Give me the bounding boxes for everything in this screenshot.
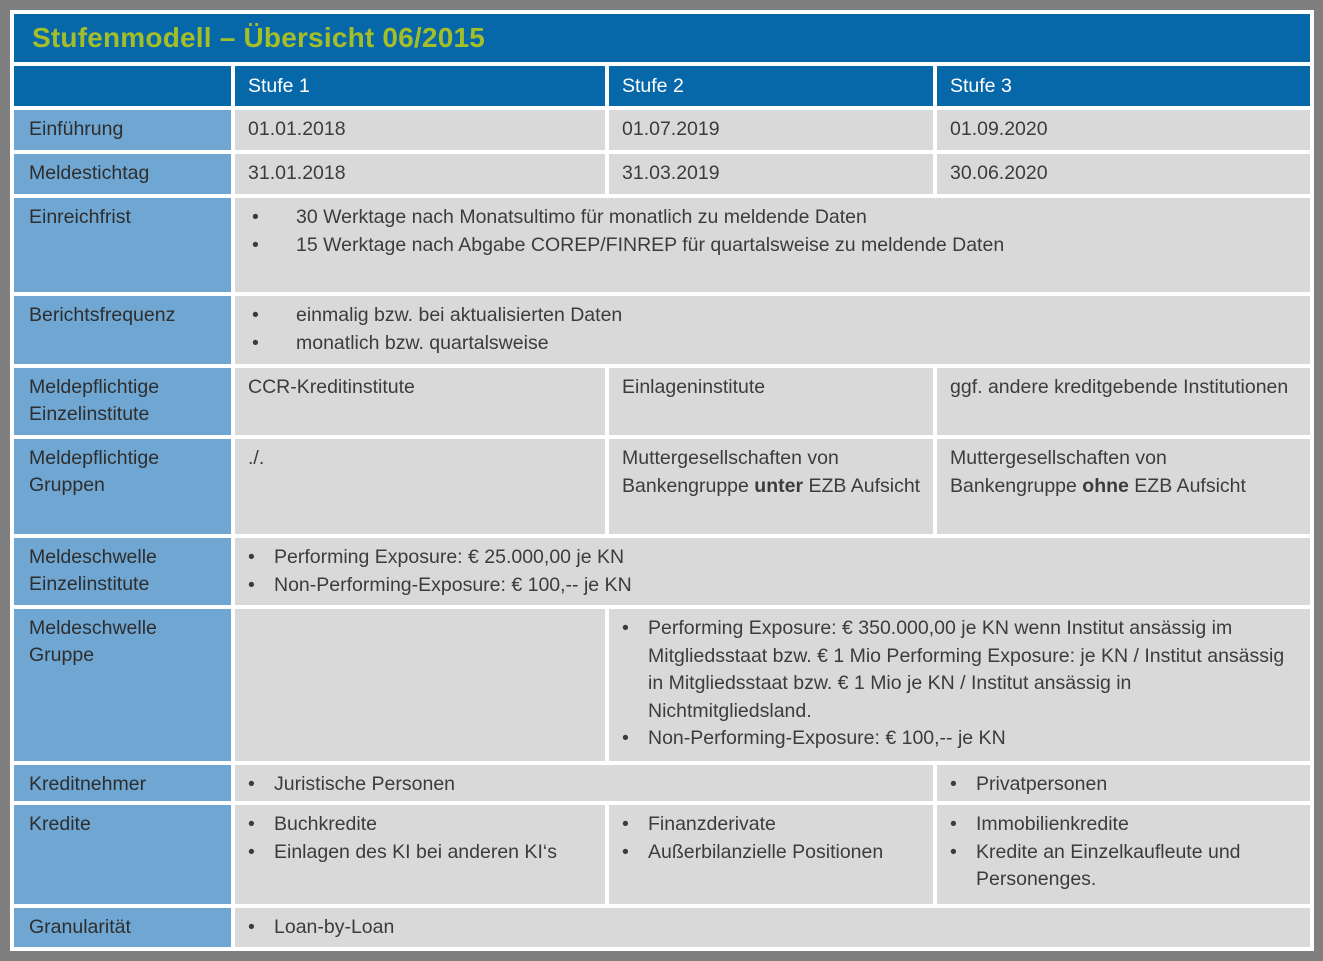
- list-item: • Juristische Personen: [248, 771, 921, 799]
- meldepflichtige-einzelinstitute-stufe1: CCR-Kreditinstitute: [235, 368, 605, 435]
- list-item-text: Privatpersonen: [976, 773, 1108, 795]
- list-item-text: Performing Exposure: € 350.000,00 je KN …: [648, 617, 1285, 722]
- row-label-einfuehrung: Einführung: [14, 110, 231, 150]
- list-item: • Immobilienkredite: [950, 811, 1298, 839]
- slide-title-bar: Stufenmodell – Übersicht 06/2015: [14, 14, 1310, 62]
- row-label-berichtsfrequenz: Berichtsfrequenz: [14, 296, 231, 364]
- list-item-text: Performing Exposure: € 25.000,00 je KN: [274, 546, 625, 568]
- stufenmodell-table: Stufe 1 Stufe 2 Stufe 3 Einführung 01.01…: [14, 66, 1310, 947]
- list-item-text: Buchkredite: [274, 813, 377, 835]
- list-item-text: Außerbilanzielle Positionen: [648, 840, 884, 863]
- list-item: • Performing Exposure: € 350.000,00 je K…: [622, 615, 1298, 725]
- kreditnehmer-stufe3-cell: • Privatpersonen: [937, 765, 1310, 801]
- row-label-meldeschwelle-gruppe: Meldeschwelle Gruppe: [14, 609, 231, 761]
- list-item-text: Juristische Personen: [274, 773, 456, 795]
- bullet-icon: •: [248, 573, 255, 596]
- bullet-icon: •: [252, 331, 259, 354]
- einfuehrung-stufe1: 01.01.2018: [235, 110, 605, 150]
- list-item: • Privatpersonen: [950, 771, 1298, 799]
- bullet-icon: •: [252, 206, 259, 228]
- cell-text: EZB Aufsicht: [803, 474, 921, 497]
- list-item: • Buchkredite: [248, 811, 593, 839]
- kredite-stufe1-cell: • Buchkredite • Einlagen des KI bei ande…: [235, 805, 605, 904]
- meldepflichtige-einzelinstitute-stufe3: ggf. andere kreditgebende Institutionen: [937, 368, 1310, 435]
- einreichfrist-cell: • 30 Werktage nach Monatsultimo für mona…: [235, 198, 1310, 292]
- list-item: • Loan-by-Loan: [248, 914, 1298, 942]
- bullet-icon: •: [252, 233, 259, 256]
- berichtsfrequenz-cell: • einmalig bzw. bei aktualisierten Daten…: [235, 296, 1310, 364]
- list-item-text: Finanzderivate: [648, 813, 776, 835]
- list-item: • Non-Performing-Exposure: € 100,-- je K…: [248, 572, 1298, 600]
- bullet-icon: •: [248, 773, 255, 795]
- bullet-icon: •: [950, 840, 957, 863]
- list-item-text: 30 Werktage nach Monatsultimo für monatl…: [296, 206, 867, 228]
- header-empty-cell: [14, 66, 231, 106]
- list-item-text: Non-Performing-Exposure: € 100,-- je KN: [648, 727, 1006, 749]
- page-title: Stufenmodell – Übersicht 06/2015: [32, 22, 486, 53]
- granularitaet-cell: • Loan-by-Loan: [235, 908, 1310, 947]
- list-item: • Non-Performing-Exposure: € 100,-- je K…: [622, 725, 1298, 753]
- cell-text: Muttergesellschaften von Bankengruppe: [622, 447, 839, 497]
- bullet-icon: •: [622, 727, 629, 749]
- row-label-kredite: Kredite: [14, 805, 231, 904]
- row-label-meldeschwelle-einzelinstitute: Meldeschwelle Einzelinstitute: [14, 538, 231, 605]
- list-item-text: Loan-by-Loan: [274, 916, 395, 938]
- meldeschwelle-einzelinstitute-cell: • Performing Exposure: € 25.000,00 je KN…: [235, 538, 1310, 605]
- list-item: • Einlagen des KI bei anderen KI‘s: [248, 839, 593, 867]
- list-item: • einmalig bzw. bei aktualisierten Daten: [248, 302, 1298, 330]
- cell-text-bold: unter: [754, 474, 804, 497]
- list-item: • Außerbilanzielle Positionen: [622, 839, 921, 867]
- list-item: • monatlich bzw. quartalsweise: [248, 330, 1298, 358]
- list-item: • 30 Werktage nach Monatsultimo für mona…: [248, 204, 1298, 232]
- list-item-text: monatlich bzw. quartalsweise: [296, 331, 549, 354]
- bullet-icon: •: [622, 840, 629, 863]
- row-label-meldepflichtige-einzelinstitute: Meldepflichtige Einzelinstitute: [14, 368, 231, 435]
- bullet-icon: •: [248, 840, 255, 863]
- meldeschwelle-gruppe-stufe1-empty: [235, 609, 605, 761]
- header-stufe3: Stufe 3: [937, 66, 1310, 106]
- list-item: • Finanzderivate: [622, 811, 921, 839]
- bullet-icon: •: [252, 304, 259, 326]
- row-label-meldepflichtige-gruppen: Meldepflichtige Gruppen: [14, 439, 231, 534]
- bullet-icon: •: [248, 916, 255, 938]
- meldepflichtige-einzelinstitute-stufe2: Einlageninstitute: [609, 368, 933, 435]
- einfuehrung-stufe2: 01.07.2019: [609, 110, 933, 150]
- cell-text: EZB Aufsicht: [1128, 474, 1246, 497]
- header-stufe2: Stufe 2: [609, 66, 933, 106]
- meldestichtag-stufe1: 31.01.2018: [235, 154, 605, 194]
- bullet-icon: •: [248, 813, 255, 835]
- bullet-icon: •: [622, 617, 629, 639]
- list-item-text: einmalig bzw. bei aktualisierten Daten: [296, 304, 623, 326]
- list-item-text: Immobilienkredite: [976, 813, 1129, 835]
- cell-text: Muttergesellschaften von Bankengruppe: [950, 447, 1167, 497]
- kreditnehmer-stufe12-cell: • Juristische Personen: [235, 765, 933, 801]
- meldeschwelle-gruppe-stufe23-cell: • Performing Exposure: € 350.000,00 je K…: [609, 609, 1310, 761]
- meldestichtag-stufe3: 30.06.2020: [937, 154, 1310, 194]
- meldepflichtige-gruppen-stufe1: ./.: [235, 439, 605, 534]
- list-item-text: 15 Werktage nach Abgabe COREP/FINREP für…: [296, 233, 1005, 256]
- meldestichtag-stufe2: 31.03.2019: [609, 154, 933, 194]
- row-label-granularitaet: Granularität: [14, 908, 231, 947]
- bullet-icon: •: [248, 546, 255, 568]
- bullet-icon: •: [622, 813, 629, 835]
- kredite-stufe2-cell: • Finanzderivate • Außerbilanzielle Posi…: [609, 805, 933, 904]
- list-item: • 15 Werktage nach Abgabe COREP/FINREP f…: [248, 232, 1298, 260]
- list-item: • Performing Exposure: € 25.000,00 je KN: [248, 544, 1298, 572]
- kredite-stufe3-cell: • Immobilienkredite • Kredite an Einzelk…: [937, 805, 1310, 904]
- bullet-icon: •: [950, 813, 957, 835]
- slide: Stufenmodell – Übersicht 06/2015 Stufe 1…: [10, 10, 1314, 951]
- meldepflichtige-gruppen-stufe2: Muttergesellschaften von Bankengruppe un…: [609, 439, 933, 534]
- list-item-text: Non-Performing-Exposure: € 100,-- je KN: [274, 573, 632, 596]
- list-item: • Kredite an Einzelkaufleute und Persone…: [950, 839, 1298, 894]
- list-item-text: Einlagen des KI bei anderen KI‘s: [274, 840, 557, 863]
- meldepflichtige-gruppen-stufe3: Muttergesellschaften von Bankengruppe oh…: [937, 439, 1310, 534]
- einfuehrung-stufe3: 01.09.2020: [937, 110, 1310, 150]
- list-item-text: Kredite an Einzelkaufleute und Personeng…: [976, 840, 1241, 891]
- row-label-kreditnehmer: Kreditnehmer: [14, 765, 231, 801]
- row-label-einreichfrist: Einreichfrist: [14, 198, 231, 292]
- row-label-meldestichtag: Meldestichtag: [14, 154, 231, 194]
- bullet-icon: •: [950, 773, 957, 795]
- cell-text-bold: ohne: [1082, 474, 1129, 497]
- header-stufe1: Stufe 1: [235, 66, 605, 106]
